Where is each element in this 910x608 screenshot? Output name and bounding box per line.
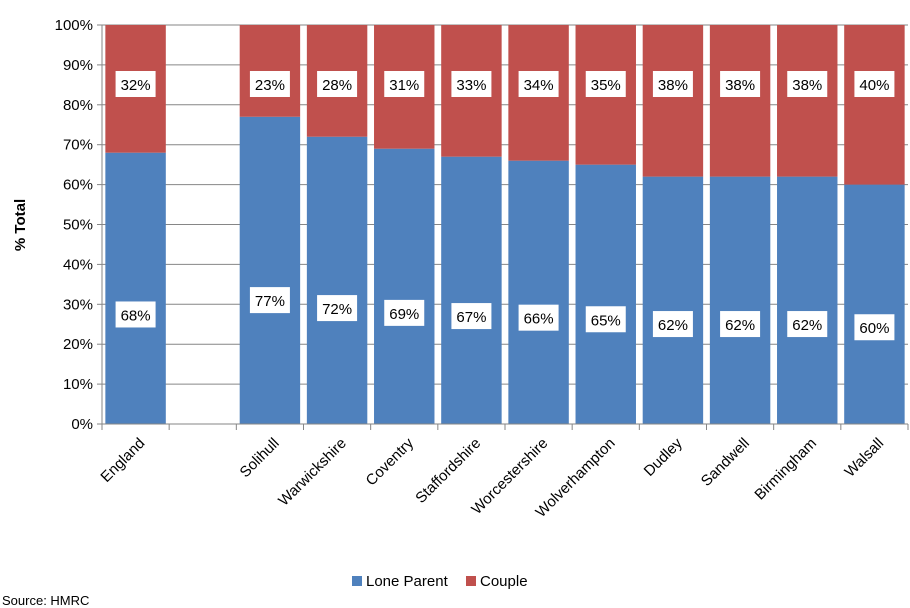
bar-couple (709, 25, 771, 177)
data-label-box (115, 71, 156, 97)
data-label-box (720, 311, 761, 338)
bar-lone-parent (777, 176, 838, 424)
data-label: 67% (456, 309, 486, 326)
data-label: 62% (792, 317, 822, 334)
data-label: 66% (524, 311, 554, 328)
data-label-box (585, 71, 626, 97)
x-tick-label: Walsall (841, 435, 887, 481)
y-tick-label: 10% (63, 376, 93, 393)
data-label: 62% (725, 317, 755, 334)
data-label-box (451, 303, 492, 330)
bar-lone-parent (575, 164, 636, 424)
data-label-box (518, 71, 559, 97)
data-label-box (585, 306, 626, 333)
x-tick-label: Staffordshire (412, 435, 484, 507)
data-label-box (720, 71, 761, 97)
y-tick-label: 50% (63, 217, 93, 234)
data-label: 34% (524, 77, 554, 94)
y-tick-label: 0% (71, 416, 93, 433)
y-tick-label: 40% (63, 256, 93, 273)
y-tick-label: 100% (55, 17, 93, 34)
bar-lone-parent (239, 116, 301, 425)
y-axis-label: % Total (12, 199, 29, 251)
gridlines (102, 24, 908, 385)
data-label: 40% (859, 77, 889, 94)
x-tick-label: Birmingham (751, 435, 820, 504)
legend: Lone Parent Couple (352, 573, 528, 590)
legend-label: Couple (480, 573, 528, 590)
legend-label: Lone Parent (366, 573, 449, 590)
bar-lone-parent (374, 148, 435, 424)
y-tick-label: 60% (63, 177, 93, 194)
data-label: 38% (792, 77, 822, 94)
data-label: 72% (322, 301, 352, 318)
data-label-box (518, 304, 559, 331)
y-tick-labels: 0% 10% 20% 30% 40% 50% 60% 70% 80% 90% 100% (55, 17, 93, 433)
data-label: 28% (322, 77, 352, 94)
data-label-box (249, 71, 290, 97)
data-label: 68% (121, 307, 151, 324)
bar-lone-parent (508, 160, 569, 424)
bar-lone-parent (105, 152, 166, 424)
x-tick-label: England (97, 435, 148, 486)
data-label-box (317, 295, 358, 322)
axes (97, 24, 909, 430)
bar-couple (642, 25, 704, 177)
bar-lone-parent (306, 136, 368, 424)
bar-couple (239, 25, 301, 117)
x-tick-label: Coventry (363, 434, 418, 489)
data-label-box (115, 301, 156, 328)
bar-couple (844, 25, 905, 185)
data-label-box (787, 311, 828, 338)
legend-swatch-couple (466, 576, 476, 586)
data-label: 23% (255, 77, 285, 94)
data-label-box (854, 71, 895, 97)
bar-lone-parent (844, 184, 905, 424)
y-tick-label: 90% (63, 57, 93, 74)
data-label: 35% (591, 77, 621, 94)
y-tick-label: 80% (63, 97, 93, 114)
bars (105, 25, 905, 425)
data-label-box (787, 71, 828, 97)
y-tick-label: 70% (63, 137, 93, 154)
data-label-box (854, 314, 895, 341)
x-tick-label: Sandwell (698, 435, 753, 490)
y-tick-label: 20% (63, 336, 93, 353)
y-tick-label: 30% (63, 296, 93, 313)
data-label-box (317, 71, 358, 97)
x-tick-label: Warwickshire (275, 435, 350, 510)
bar-couple (777, 25, 838, 177)
data-label: 60% (859, 320, 889, 337)
data-label-box (384, 299, 425, 326)
data-label: 77% (255, 293, 285, 310)
data-label-box (451, 71, 492, 97)
source-note: Source: HMRC (2, 593, 89, 608)
data-label-box (384, 71, 425, 97)
data-label: 38% (725, 77, 755, 94)
data-label: 38% (658, 77, 688, 94)
bar-lone-parent (441, 156, 502, 425)
data-label: 65% (591, 312, 621, 329)
legend-swatch-lone-parent (352, 576, 362, 586)
data-label: 31% (389, 77, 419, 94)
data-labels: 68% 32% 77% 23% 72% 28% 69% 31% 67% 33% 66% 34% 65% 3… (115, 71, 895, 341)
data-label: 32% (121, 77, 151, 94)
x-tick-label: Dudley (641, 434, 686, 479)
bar-lone-parent (709, 176, 771, 424)
data-label-box (652, 71, 693, 97)
x-tick-label: Solihull (237, 435, 283, 481)
data-label-box (249, 287, 290, 314)
data-label: 33% (456, 77, 486, 94)
data-label-box (652, 311, 693, 338)
data-label: 62% (658, 317, 688, 334)
bar-lone-parent (642, 176, 704, 424)
data-label: 69% (389, 306, 419, 323)
